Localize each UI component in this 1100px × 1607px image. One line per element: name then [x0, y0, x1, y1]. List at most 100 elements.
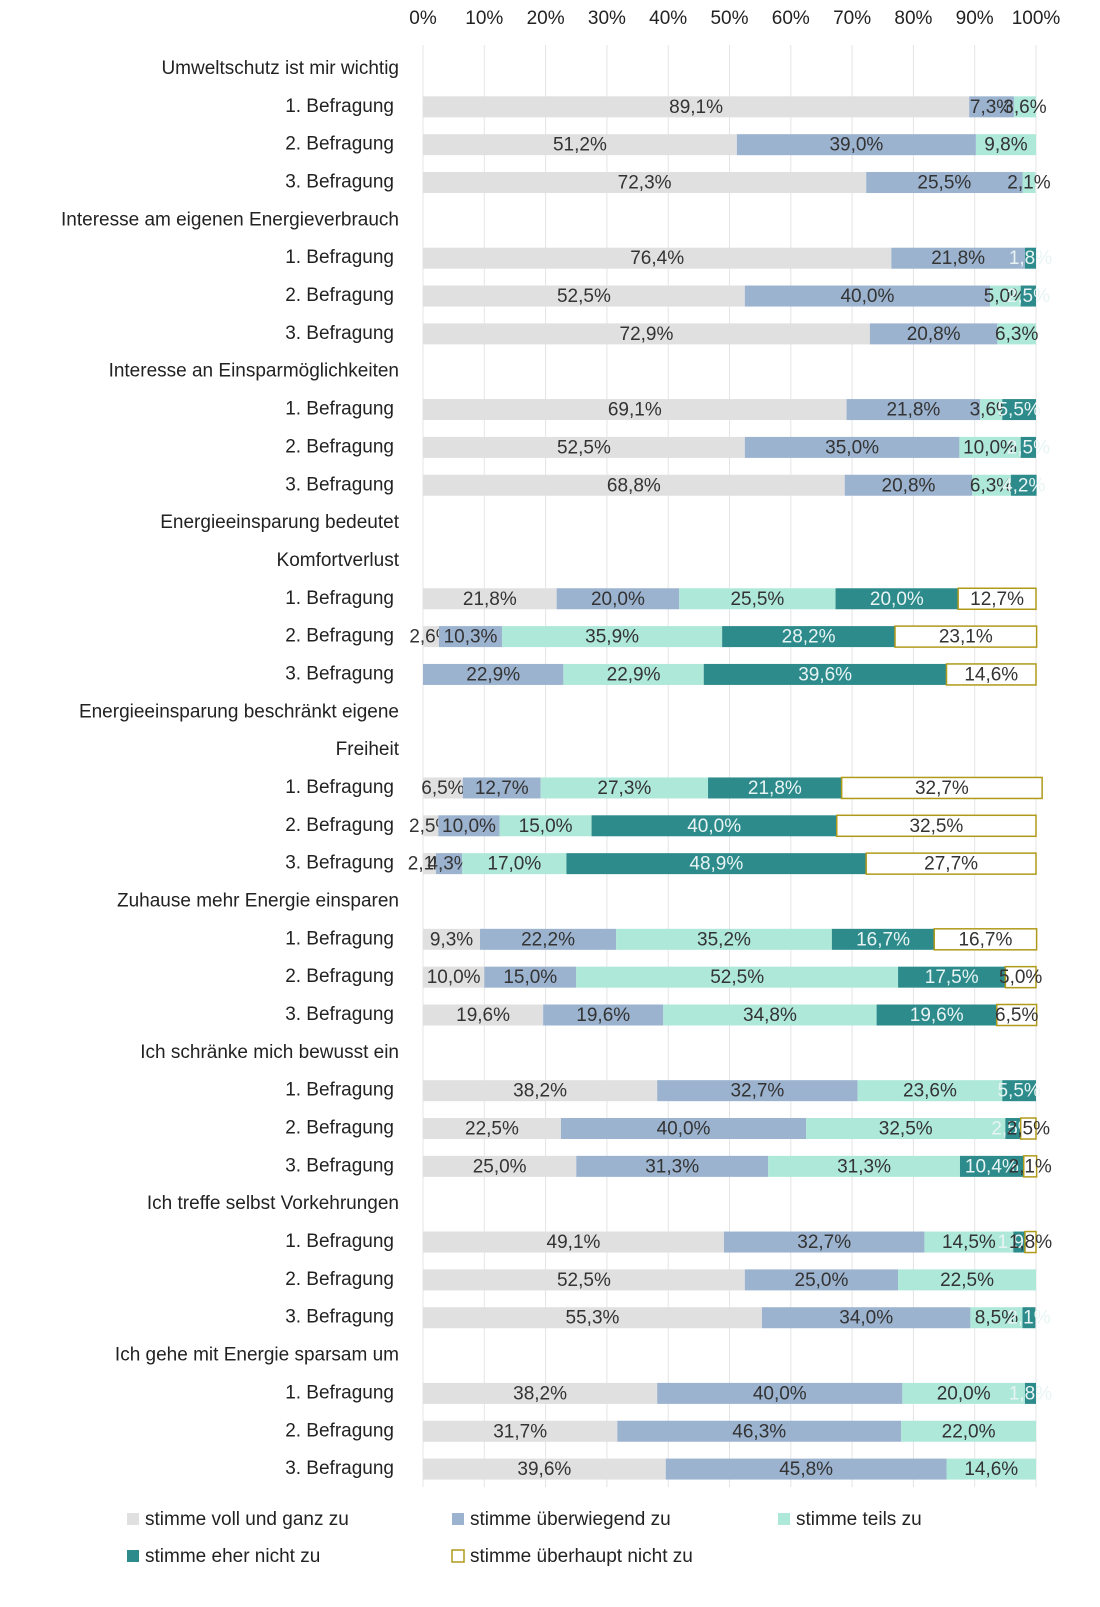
legend-label: stimme überhaupt nicht zu [470, 1546, 693, 1567]
data-label: 4,2% [1002, 475, 1045, 496]
y-tick-label: 3. Befragung [285, 1155, 394, 1176]
bar-segment [499, 815, 592, 837]
legend-label: stimme eher nicht zu [145, 1546, 320, 1567]
y-tick-label: 3. Befragung [285, 323, 394, 344]
bar-segment [876, 1004, 997, 1026]
data-label: 5,5% [997, 1081, 1040, 1102]
y-tick-label: 2. Befragung [285, 436, 394, 457]
bar-segment [462, 853, 567, 875]
data-label: 20,0% [870, 589, 924, 610]
data-label: 40,0% [753, 1383, 807, 1404]
bar-segment [806, 1118, 1006, 1140]
data-label: 25,0% [473, 1156, 527, 1177]
y-tick-label: 1. Befragung [285, 247, 394, 268]
data-label: 17,0% [487, 854, 541, 875]
bar-segment [744, 436, 960, 458]
data-label: 2,1% [1009, 1156, 1052, 1177]
bar-segment [423, 966, 485, 988]
bar-segment [708, 777, 842, 799]
y-tick-label: Interesse an Einsparmöglichkeiten [109, 361, 399, 382]
x-tick-label: 60% [772, 8, 810, 29]
bar-segment [1019, 1117, 1037, 1140]
bar-segment [970, 1307, 1023, 1329]
data-label: 22,5% [465, 1119, 519, 1140]
bar-segment [924, 1231, 1014, 1253]
bar-segment [540, 777, 709, 799]
bar-segment [980, 399, 1003, 421]
bar-segment [616, 928, 832, 950]
y-tick-label: 1. Befragung [285, 1231, 394, 1252]
bar-segment [1022, 1155, 1038, 1178]
bar-segment [901, 1420, 1036, 1442]
bar-segment [591, 815, 837, 837]
y-tick-label: 1. Befragung [285, 777, 394, 798]
data-label: 22,2% [521, 929, 575, 950]
data-label: 22,0% [942, 1421, 996, 1442]
data-label: 27,3% [597, 778, 651, 799]
data-label: 5,0% [984, 286, 1027, 307]
data-label: 34,0% [839, 1308, 893, 1329]
y-tick-label: 2. Befragung [285, 966, 394, 987]
data-label: 14,6% [964, 1459, 1018, 1480]
data-label: 17,5% [925, 967, 979, 988]
bar-segment [1024, 1230, 1037, 1254]
data-label: 22,9% [607, 664, 661, 685]
bar-segment [1024, 1382, 1036, 1404]
y-tick-label: Umweltschutz ist mir wichtig [161, 58, 399, 79]
data-label: 15,0% [519, 816, 573, 837]
bar-segment [1010, 474, 1037, 496]
data-label: 45,8% [779, 1459, 833, 1480]
data-label: 28,2% [782, 627, 836, 648]
bar-segment [831, 928, 935, 950]
bar-segment [566, 853, 867, 875]
data-label: 21,8% [886, 400, 940, 421]
bar-segment [657, 1382, 903, 1404]
bar-segment [761, 1307, 971, 1329]
data-label: 49,1% [547, 1232, 601, 1253]
data-label: 2,5% [1007, 1119, 1050, 1140]
y-tick-label: 2. Befragung [285, 815, 394, 836]
data-label: 68,8% [607, 475, 661, 496]
data-label: 10,0% [442, 816, 496, 837]
bar-segment [959, 1155, 1024, 1177]
data-label: 16,7% [856, 929, 910, 950]
y-tick-label: 1. Befragung [285, 1080, 394, 1101]
legend-swatch [451, 1549, 465, 1563]
bar-segment [836, 814, 1037, 838]
bar-segment [423, 285, 745, 307]
data-label: 51,2% [553, 135, 607, 156]
bar-segment [576, 966, 899, 988]
data-label: 20,8% [907, 324, 961, 345]
bar-segment [423, 1458, 666, 1480]
bar-segment [957, 587, 1037, 611]
bar-segment [679, 588, 836, 610]
y-tick-label: 1. Befragung [285, 928, 394, 949]
data-label: 19,6% [910, 1005, 964, 1026]
y-tick-label: 2. Befragung [285, 1118, 394, 1139]
data-label: 20,8% [882, 475, 936, 496]
legend-label: stimme voll und ganz zu [145, 1509, 349, 1530]
bar-segment [423, 474, 845, 496]
data-label: 23,1% [939, 627, 993, 648]
data-label: 10,0% [427, 967, 481, 988]
bar-segment [1002, 1080, 1036, 1102]
bar-segment [423, 323, 870, 345]
y-tick-label: 3. Befragung [285, 663, 394, 684]
data-label: 5,0% [999, 967, 1042, 988]
data-label: 19,6% [576, 1005, 630, 1026]
y-tick-label: 2. Befragung [285, 1269, 394, 1290]
bar-segment [423, 1155, 577, 1177]
bar-segment [996, 1003, 1038, 1027]
data-label: 31,7% [493, 1421, 547, 1442]
data-label: 72,3% [618, 173, 672, 194]
data-label: 46,3% [732, 1421, 786, 1442]
data-label: 52,5% [557, 437, 611, 458]
data-label: 27,7% [924, 854, 978, 875]
bar-segment [1013, 96, 1036, 118]
bar-segment [423, 1269, 745, 1291]
data-label: 9,3% [430, 929, 473, 950]
y-tick-label: Interesse am eigenen Energieverbrauch [61, 209, 399, 230]
data-label: 12,7% [970, 589, 1024, 610]
legend-swatch [452, 1513, 464, 1525]
bar-segment [1024, 247, 1036, 269]
